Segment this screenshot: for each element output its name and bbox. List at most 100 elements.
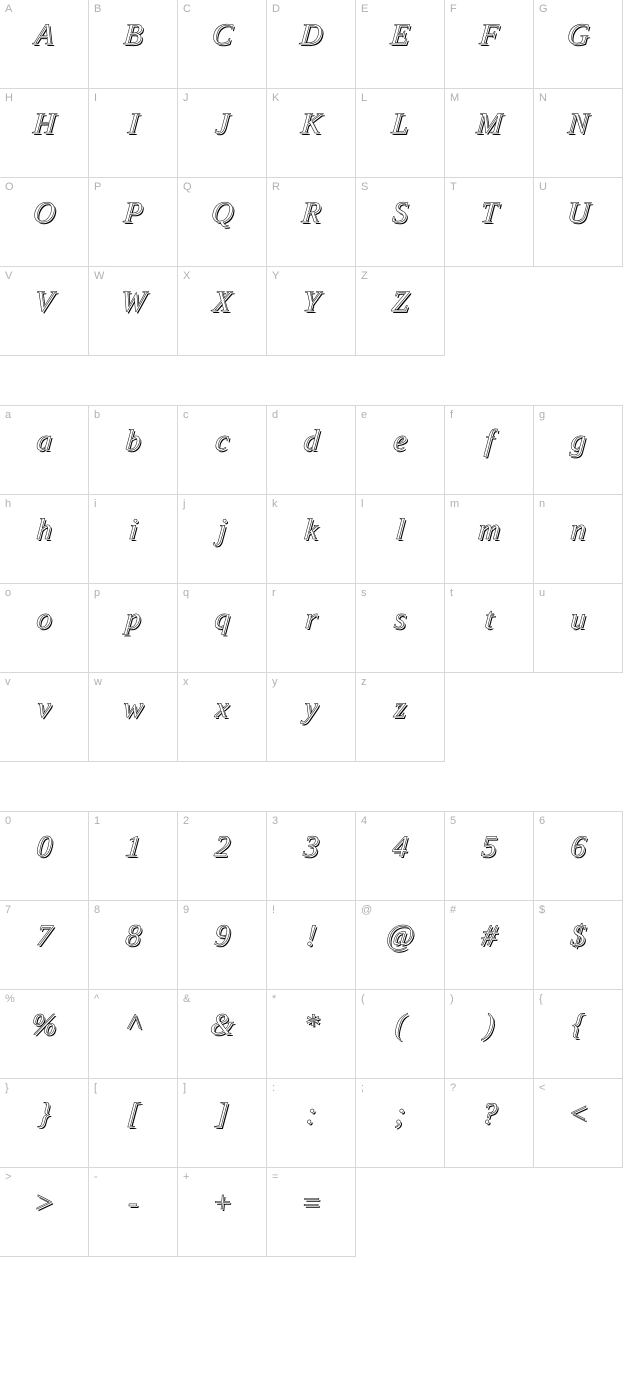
glyph-display: %: [0, 1008, 89, 1042]
glyph-cell: 55: [444, 811, 534, 901]
section-lowercase: aabbccddeeffgghhiijjkkllmmnnooppqqrrsstt…: [0, 406, 640, 762]
glyph-label: <: [539, 1082, 545, 1094]
glyph-label: U: [539, 181, 547, 193]
glyph-display: X: [177, 285, 268, 319]
glyph-label: 9: [183, 904, 189, 916]
glyph-label: y: [272, 676, 278, 688]
glyph-cell: zz: [355, 672, 445, 762]
glyph-display: s: [355, 602, 446, 636]
glyph-label: $: [539, 904, 545, 916]
glyph-cell: ]]: [177, 1078, 267, 1168]
glyph-cell: cc: [177, 405, 267, 495]
glyph-display: n: [533, 513, 624, 547]
glyph-label: X: [183, 270, 190, 282]
glyph-display: <: [533, 1097, 624, 1131]
glyph-cell: KK: [266, 88, 356, 178]
glyph-label: Z: [361, 270, 368, 282]
glyph-cell: $$: [533, 900, 623, 990]
glyph-label: W: [94, 270, 104, 282]
glyph-display: u: [533, 602, 624, 636]
glyph-label: -: [94, 1171, 98, 1183]
glyph-label: %: [5, 993, 15, 1005]
glyph-cell: rr: [266, 583, 356, 673]
glyph-label: 4: [361, 815, 367, 827]
glyph-display: m: [444, 513, 535, 547]
glyph-label: n: [539, 498, 545, 510]
glyph-label: t: [450, 587, 453, 599]
glyph-display: P: [88, 196, 179, 230]
glyph-label: N: [539, 92, 547, 104]
glyph-display: F: [444, 18, 535, 52]
glyph-cell: TT: [444, 177, 534, 267]
glyph-label: L: [361, 92, 367, 104]
section-uppercase: AABBCCDDEEFFGGHHIIJJKKLLMMNNOOPPQQRRSSTT…: [0, 0, 640, 356]
glyph-cell: JJ: [177, 88, 267, 178]
glyph-display: O: [0, 196, 89, 230]
glyph-display: 7: [0, 919, 89, 953]
glyph-display: -: [88, 1186, 179, 1220]
glyph-display: J: [177, 107, 268, 141]
glyph-display: b: [88, 424, 179, 458]
glyph-label: r: [272, 587, 276, 599]
glyph-display: z: [355, 691, 446, 725]
glyph-cell: ((: [355, 989, 445, 1079]
character-map: AABBCCDDEEFFGGHHIIJJKKLLMMNNOOPPQQRRSSTT…: [0, 0, 640, 1257]
glyph-cell: }}: [0, 1078, 89, 1168]
glyph-label: i: [94, 498, 96, 510]
glyph-label: m: [450, 498, 459, 510]
glyph-cell: LL: [355, 88, 445, 178]
glyph-display: c: [177, 424, 268, 458]
glyph-cell: NN: [533, 88, 623, 178]
glyph-label: {: [539, 993, 543, 1005]
glyph-label: A: [5, 3, 12, 15]
glyph-display: H: [0, 107, 89, 141]
glyph-cell: xx: [177, 672, 267, 762]
glyph-label: @: [361, 904, 372, 916]
glyph-display: j: [177, 513, 268, 547]
glyph-cell: ==: [266, 1167, 356, 1257]
glyph-cell: !!: [266, 900, 356, 990]
glyph-display: T: [444, 196, 535, 230]
glyph-label: w: [94, 676, 102, 688]
glyph-display: g: [533, 424, 624, 458]
glyph-label: F: [450, 3, 457, 15]
glyph-display: p: [88, 602, 179, 636]
glyph-label: 3: [272, 815, 278, 827]
glyph-cell: ss: [355, 583, 445, 673]
glyph-cell: uu: [533, 583, 623, 673]
glyph-label: J: [183, 92, 189, 104]
glyph-display: N: [533, 107, 624, 141]
glyph-label: T: [450, 181, 457, 193]
glyph-label: g: [539, 409, 545, 421]
glyph-display: ^: [88, 1008, 179, 1042]
glyph-display: [: [88, 1097, 179, 1131]
glyph-cell: 88: [88, 900, 178, 990]
glyph-cell: --: [88, 1167, 178, 1257]
glyph-display: *: [266, 1008, 357, 1042]
glyph-display: q: [177, 602, 268, 636]
glyph-label: &: [183, 993, 190, 1005]
glyph-display: :: [266, 1097, 357, 1131]
glyph-display: ?: [444, 1097, 535, 1131]
glyph-cell: gg: [533, 405, 623, 495]
glyph-cell: YY: [266, 266, 356, 356]
glyph-cell: [[: [88, 1078, 178, 1168]
glyph-display: $: [533, 919, 624, 953]
glyph-display: V: [0, 285, 89, 319]
glyph-cell: ww: [88, 672, 178, 762]
glyph-cell: AA: [0, 0, 89, 89]
glyph-display: v: [0, 691, 89, 725]
glyph-cell: dd: [266, 405, 356, 495]
glyph-cell: SS: [355, 177, 445, 267]
glyph-label: H: [5, 92, 13, 104]
glyph-label: k: [272, 498, 278, 510]
glyph-display: ]: [177, 1097, 268, 1131]
glyph-display: i: [88, 513, 179, 547]
glyph-display: 4: [355, 830, 446, 864]
glyph-label: o: [5, 587, 11, 599]
section-numbers-symbols: 00112233445566778899!!@@##$$%%^^&&**(())…: [0, 812, 640, 1257]
glyph-cell: ii: [88, 494, 178, 584]
glyph-label: R: [272, 181, 280, 193]
glyph-display: (: [355, 1008, 446, 1042]
glyph-display: x: [177, 691, 268, 725]
